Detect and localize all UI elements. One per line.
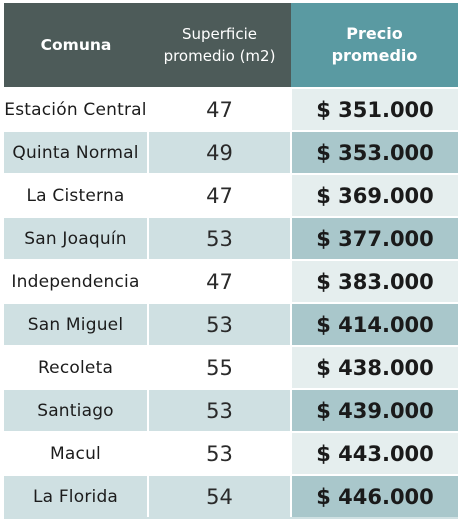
cell-superficie: 54 xyxy=(148,474,292,517)
header-precio: Precio promedio xyxy=(291,3,458,88)
table-row: Estación Central 47 $ 351.000 xyxy=(4,87,458,131)
table-row: Independencia 47 $ 383.000 xyxy=(4,259,458,303)
cell-superficie: 53 xyxy=(148,431,292,475)
cell-precio: $ 383.000 xyxy=(291,259,458,303)
cell-comuna: La Florida xyxy=(4,474,149,517)
table-row: San Miguel 53 $ 414.000 xyxy=(4,302,458,346)
header-precio-line1: Precio xyxy=(346,24,403,43)
table-row: Santiago 53 $ 439.000 xyxy=(4,388,458,432)
header-comuna-label: Comuna xyxy=(40,36,112,54)
table-row: San Joaquín 53 $ 377.000 xyxy=(4,216,458,260)
cell-superficie: 47 xyxy=(148,87,292,131)
table-row: La Cisterna 47 $ 369.000 xyxy=(4,173,458,217)
cell-comuna: La Cisterna xyxy=(4,173,149,217)
table-row: Recoleta 55 $ 438.000 xyxy=(4,345,458,389)
header-comuna: Comuna xyxy=(4,3,148,88)
cell-superficie: 55 xyxy=(148,345,292,389)
cell-precio: $ 438.000 xyxy=(291,345,458,389)
cell-superficie: 47 xyxy=(148,259,292,303)
cell-comuna: Santiago xyxy=(4,388,149,432)
price-table: Comuna Superficie promedio (m2) Precio p… xyxy=(4,3,458,517)
cell-superficie: 49 xyxy=(148,130,292,174)
cell-precio: $ 446.000 xyxy=(291,474,458,517)
table-row: Macul 53 $ 443.000 xyxy=(4,431,458,475)
cell-comuna: San Joaquín xyxy=(4,216,149,260)
cell-comuna: Independencia xyxy=(4,259,149,303)
header-superficie-line2: promedio (m2) xyxy=(163,47,276,65)
header-superficie-line1: Superficie xyxy=(181,25,258,43)
cell-superficie: 53 xyxy=(148,302,292,346)
cell-comuna: Macul xyxy=(4,431,149,475)
cell-precio: $ 439.000 xyxy=(291,388,458,432)
cell-comuna: Recoleta xyxy=(4,345,149,389)
table-row: Quinta Normal 49 $ 353.000 xyxy=(4,130,458,174)
cell-precio: $ 351.000 xyxy=(291,87,458,131)
header-precio-line2: promedio xyxy=(331,46,418,65)
cell-superficie: 53 xyxy=(148,216,292,260)
cell-precio: $ 353.000 xyxy=(291,130,458,174)
table-row: La Florida 54 $ 446.000 xyxy=(4,474,458,517)
cell-comuna: San Miguel xyxy=(4,302,149,346)
cell-comuna: Quinta Normal xyxy=(4,130,149,174)
cell-precio: $ 377.000 xyxy=(291,216,458,260)
cell-superficie: 53 xyxy=(148,388,292,432)
table-header-row: Comuna Superficie promedio (m2) Precio p… xyxy=(4,3,458,88)
cell-superficie: 47 xyxy=(148,173,292,217)
cell-precio: $ 414.000 xyxy=(291,302,458,346)
cell-comuna: Estación Central xyxy=(4,87,149,131)
header-superficie: Superficie promedio (m2) xyxy=(148,3,291,88)
cell-precio: $ 369.000 xyxy=(291,173,458,217)
cell-precio: $ 443.000 xyxy=(291,431,458,475)
